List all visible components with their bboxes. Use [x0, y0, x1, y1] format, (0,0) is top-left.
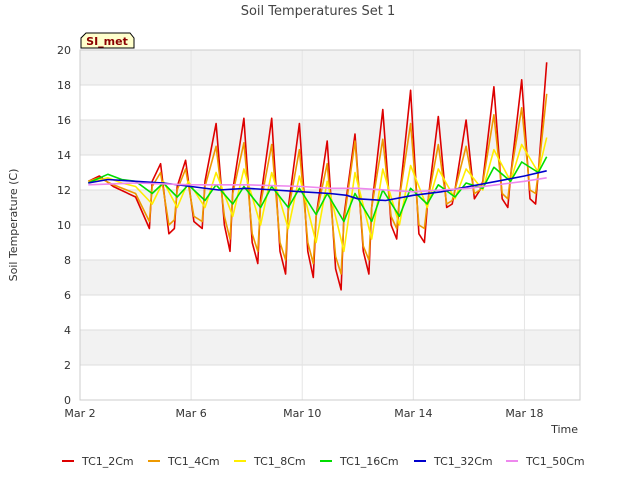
y-tick-label: 2	[64, 359, 71, 372]
x-tick-label: Mar 2	[64, 407, 95, 420]
site-badge-box	[80, 32, 135, 49]
background-band	[80, 330, 580, 365]
legend-item-label: TC1_4Cm	[167, 455, 220, 468]
y-axis-label: Soil Temperature (C)	[7, 169, 20, 282]
series-line-tc1-8cm	[88, 137, 548, 253]
series-line-tc1-50cm	[88, 177, 547, 193]
x-tick-label: Mar 18	[505, 407, 543, 420]
background-band	[80, 260, 580, 295]
legend-item-label: TC1_8Cm	[253, 455, 306, 468]
plot-frame	[79, 49, 581, 401]
series-lines	[87, 62, 548, 291]
y-axis: 0 2 4 6 8 10 12 14 16 18 20	[57, 44, 71, 407]
series-line-tc1-32cm	[88, 170, 547, 202]
legend-item-label: TC1_16Cm	[339, 455, 399, 468]
chart-title: Soil Temperatures Set 1	[241, 4, 396, 19]
legend: TC1_2Cm TC1_4Cm TC1_8Cm TC1_16Cm TC1_32Cm TC1…	[62, 455, 585, 468]
legend-item-label: TC1_32Cm	[433, 455, 493, 468]
y-tick-label: 10	[57, 219, 71, 232]
site-badge-label: SI_met	[86, 35, 128, 48]
y-tick-label: 14	[57, 149, 71, 162]
x-axis: Mar 2 Mar 6 Mar 10 Mar 14 Mar 18	[64, 407, 543, 420]
x-axis-label: Time	[550, 423, 578, 436]
x-tick-label: Mar 14	[394, 407, 432, 420]
site-badge: SI_met	[80, 32, 135, 49]
y-tick-label: 12	[57, 184, 71, 197]
background-band	[80, 50, 580, 85]
y-tick-label: 8	[64, 254, 71, 267]
legend-item-label: TC1_2Cm	[81, 455, 134, 468]
x-tick-label: Mar 6	[175, 407, 206, 420]
x-tick-label: Mar 10	[283, 407, 321, 420]
y-tick-label: 0	[64, 394, 71, 407]
y-tick-label: 18	[57, 79, 71, 92]
legend-item-label: TC1_50Cm	[525, 455, 585, 468]
y-tick-label: 16	[57, 114, 71, 127]
y-tick-label: 4	[64, 324, 71, 337]
y-tick-label: 6	[64, 289, 71, 302]
background-band	[80, 120, 580, 155]
y-tick-label: 20	[57, 44, 71, 57]
